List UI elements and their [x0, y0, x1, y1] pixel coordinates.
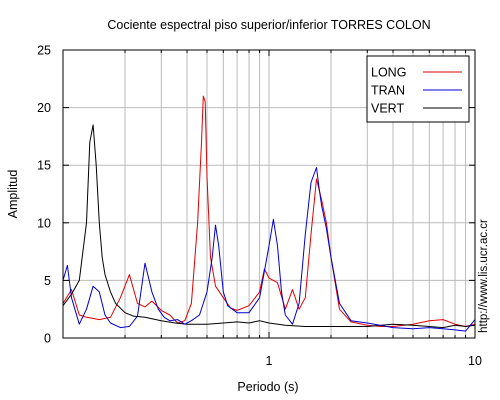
legend-box	[366, 55, 470, 123]
x-tick-label: 10	[468, 354, 482, 368]
y-tick-label: 10	[37, 216, 51, 230]
y-tick-label: 5	[44, 274, 51, 288]
x-axis-label: Periodo (s)	[237, 380, 298, 394]
legend-label-vert: VERT	[371, 102, 404, 116]
y-tick-label: 15	[37, 159, 51, 173]
y-tick-label: 0	[44, 332, 51, 346]
y-tick-label: 20	[37, 101, 51, 115]
legend-label-tran: TRAN	[371, 84, 405, 98]
chart-title: Cociente espectral piso superior/inferio…	[107, 18, 430, 32]
series-lines	[62, 95, 476, 332]
legend-label-long: LONG	[371, 66, 406, 80]
y-tick-label: 25	[37, 44, 51, 58]
y-axis-label: Amplitud	[6, 170, 20, 219]
grid-lines	[63, 50, 475, 338]
series-line-tran	[62, 167, 476, 332]
axis-ticks: 0 5 10 15 20 25 1 10	[37, 44, 482, 369]
series-line-vert	[62, 124, 476, 329]
credit-url: http://www.lis.ucr.ac.cr	[478, 219, 490, 333]
series-line-long	[62, 95, 476, 327]
x-tick-label: 1	[266, 354, 273, 368]
legend: LONG TRAN VERT	[366, 55, 470, 123]
